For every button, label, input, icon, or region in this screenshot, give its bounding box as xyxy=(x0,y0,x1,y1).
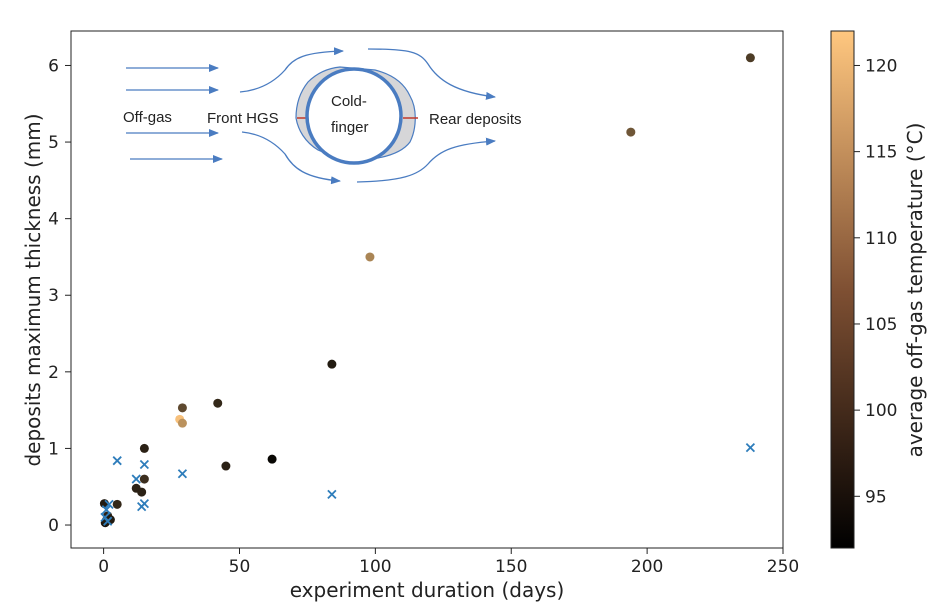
x-marker-stroke xyxy=(112,456,122,466)
x-marker-point xyxy=(131,474,141,484)
x-marker-stroke xyxy=(101,505,111,515)
temperature-point xyxy=(177,418,187,428)
temperature-point xyxy=(139,474,149,484)
off-gas-label: Off-gas xyxy=(123,109,172,126)
x-marker-point xyxy=(139,459,150,470)
x-tick-label: 250 xyxy=(767,557,799,577)
x-marker-stroke xyxy=(139,459,150,470)
x-tick-label: 100 xyxy=(359,557,391,577)
y-tick-label: 6 xyxy=(48,56,59,76)
colorbar-tick-label: 100 xyxy=(865,401,897,421)
x-tick-label: 0 xyxy=(98,557,109,577)
x-marker-stroke xyxy=(177,469,188,479)
x-marker-stroke xyxy=(104,499,114,509)
rear-deposits-label: Rear deposits xyxy=(429,111,522,128)
x-marker-point xyxy=(104,499,114,509)
temperature-point xyxy=(221,461,231,471)
y-axis-label: deposits maximum thickness (mm) xyxy=(21,113,45,466)
x-marker-stroke xyxy=(327,489,337,500)
colorbar-label: average off-gas temperature (°C) xyxy=(903,123,927,458)
x-tick-label: 150 xyxy=(495,557,527,577)
x-marker-point xyxy=(139,498,150,509)
y-tick-label: 5 xyxy=(48,133,59,153)
colorbar-tick-label: 110 xyxy=(865,229,897,249)
flow-arrow-top xyxy=(239,47,344,93)
colorbar-tick-label: 115 xyxy=(865,143,897,163)
temperature-point xyxy=(365,252,375,262)
x-tick-label: 50 xyxy=(229,557,251,577)
colorbar-tick-label: 120 xyxy=(865,56,897,76)
temperature-point xyxy=(267,454,277,464)
flow-arrow-bottom-right xyxy=(356,137,496,183)
temperature-point xyxy=(213,398,223,408)
x-marker-stroke xyxy=(131,474,141,484)
x-tick-label: 200 xyxy=(631,557,663,577)
cold-finger-circle xyxy=(305,67,403,165)
colorbar xyxy=(830,30,855,549)
y-tick-label: 0 xyxy=(48,516,59,536)
x-marker-point xyxy=(103,516,113,526)
colorbar-ticks: 95 100 105 110 115 120 xyxy=(854,56,897,507)
plot-frame xyxy=(70,30,784,549)
y-tick-label: 2 xyxy=(48,363,59,383)
temperature-point xyxy=(745,53,755,63)
temperature-point xyxy=(626,127,636,137)
x-marker-point xyxy=(112,456,122,466)
temperature-point xyxy=(177,403,187,413)
x-marker-stroke xyxy=(103,516,113,526)
front-hgs-label: Front HGS xyxy=(207,110,279,127)
x-marker-stroke xyxy=(139,498,150,509)
x-marker-point xyxy=(745,443,756,453)
y-tick-label: 4 xyxy=(48,210,59,230)
colorbar-tick-label: 95 xyxy=(865,487,887,507)
cold-finger-label-1: Cold- xyxy=(331,93,367,110)
temperature-point xyxy=(139,443,149,453)
flow-arrow-bottom xyxy=(241,131,341,185)
flow-arrow-top-right xyxy=(367,48,496,100)
y-tick-label: 3 xyxy=(48,286,59,306)
axis-ticks: 0 50 100 150 200 250 0 1 2 3 4 5 6 xyxy=(48,56,799,577)
colorbar-tick-label: 105 xyxy=(865,315,897,335)
x-marker-stroke xyxy=(745,443,756,453)
data-points xyxy=(99,53,756,528)
cold-finger-label-2: finger xyxy=(331,119,369,136)
temperature-point xyxy=(327,359,337,369)
x-axis-label: experiment duration (days) xyxy=(290,578,565,602)
cold-finger-schematic: Off-gas Front HGS Cold- finger Rear depo… xyxy=(123,47,522,185)
x-marker-point xyxy=(177,469,188,479)
temperature-point xyxy=(112,499,122,509)
temperature-point xyxy=(137,487,147,497)
y-tick-label: 1 xyxy=(48,439,59,459)
x-marker-point xyxy=(101,505,111,515)
x-marker-point xyxy=(327,489,337,500)
